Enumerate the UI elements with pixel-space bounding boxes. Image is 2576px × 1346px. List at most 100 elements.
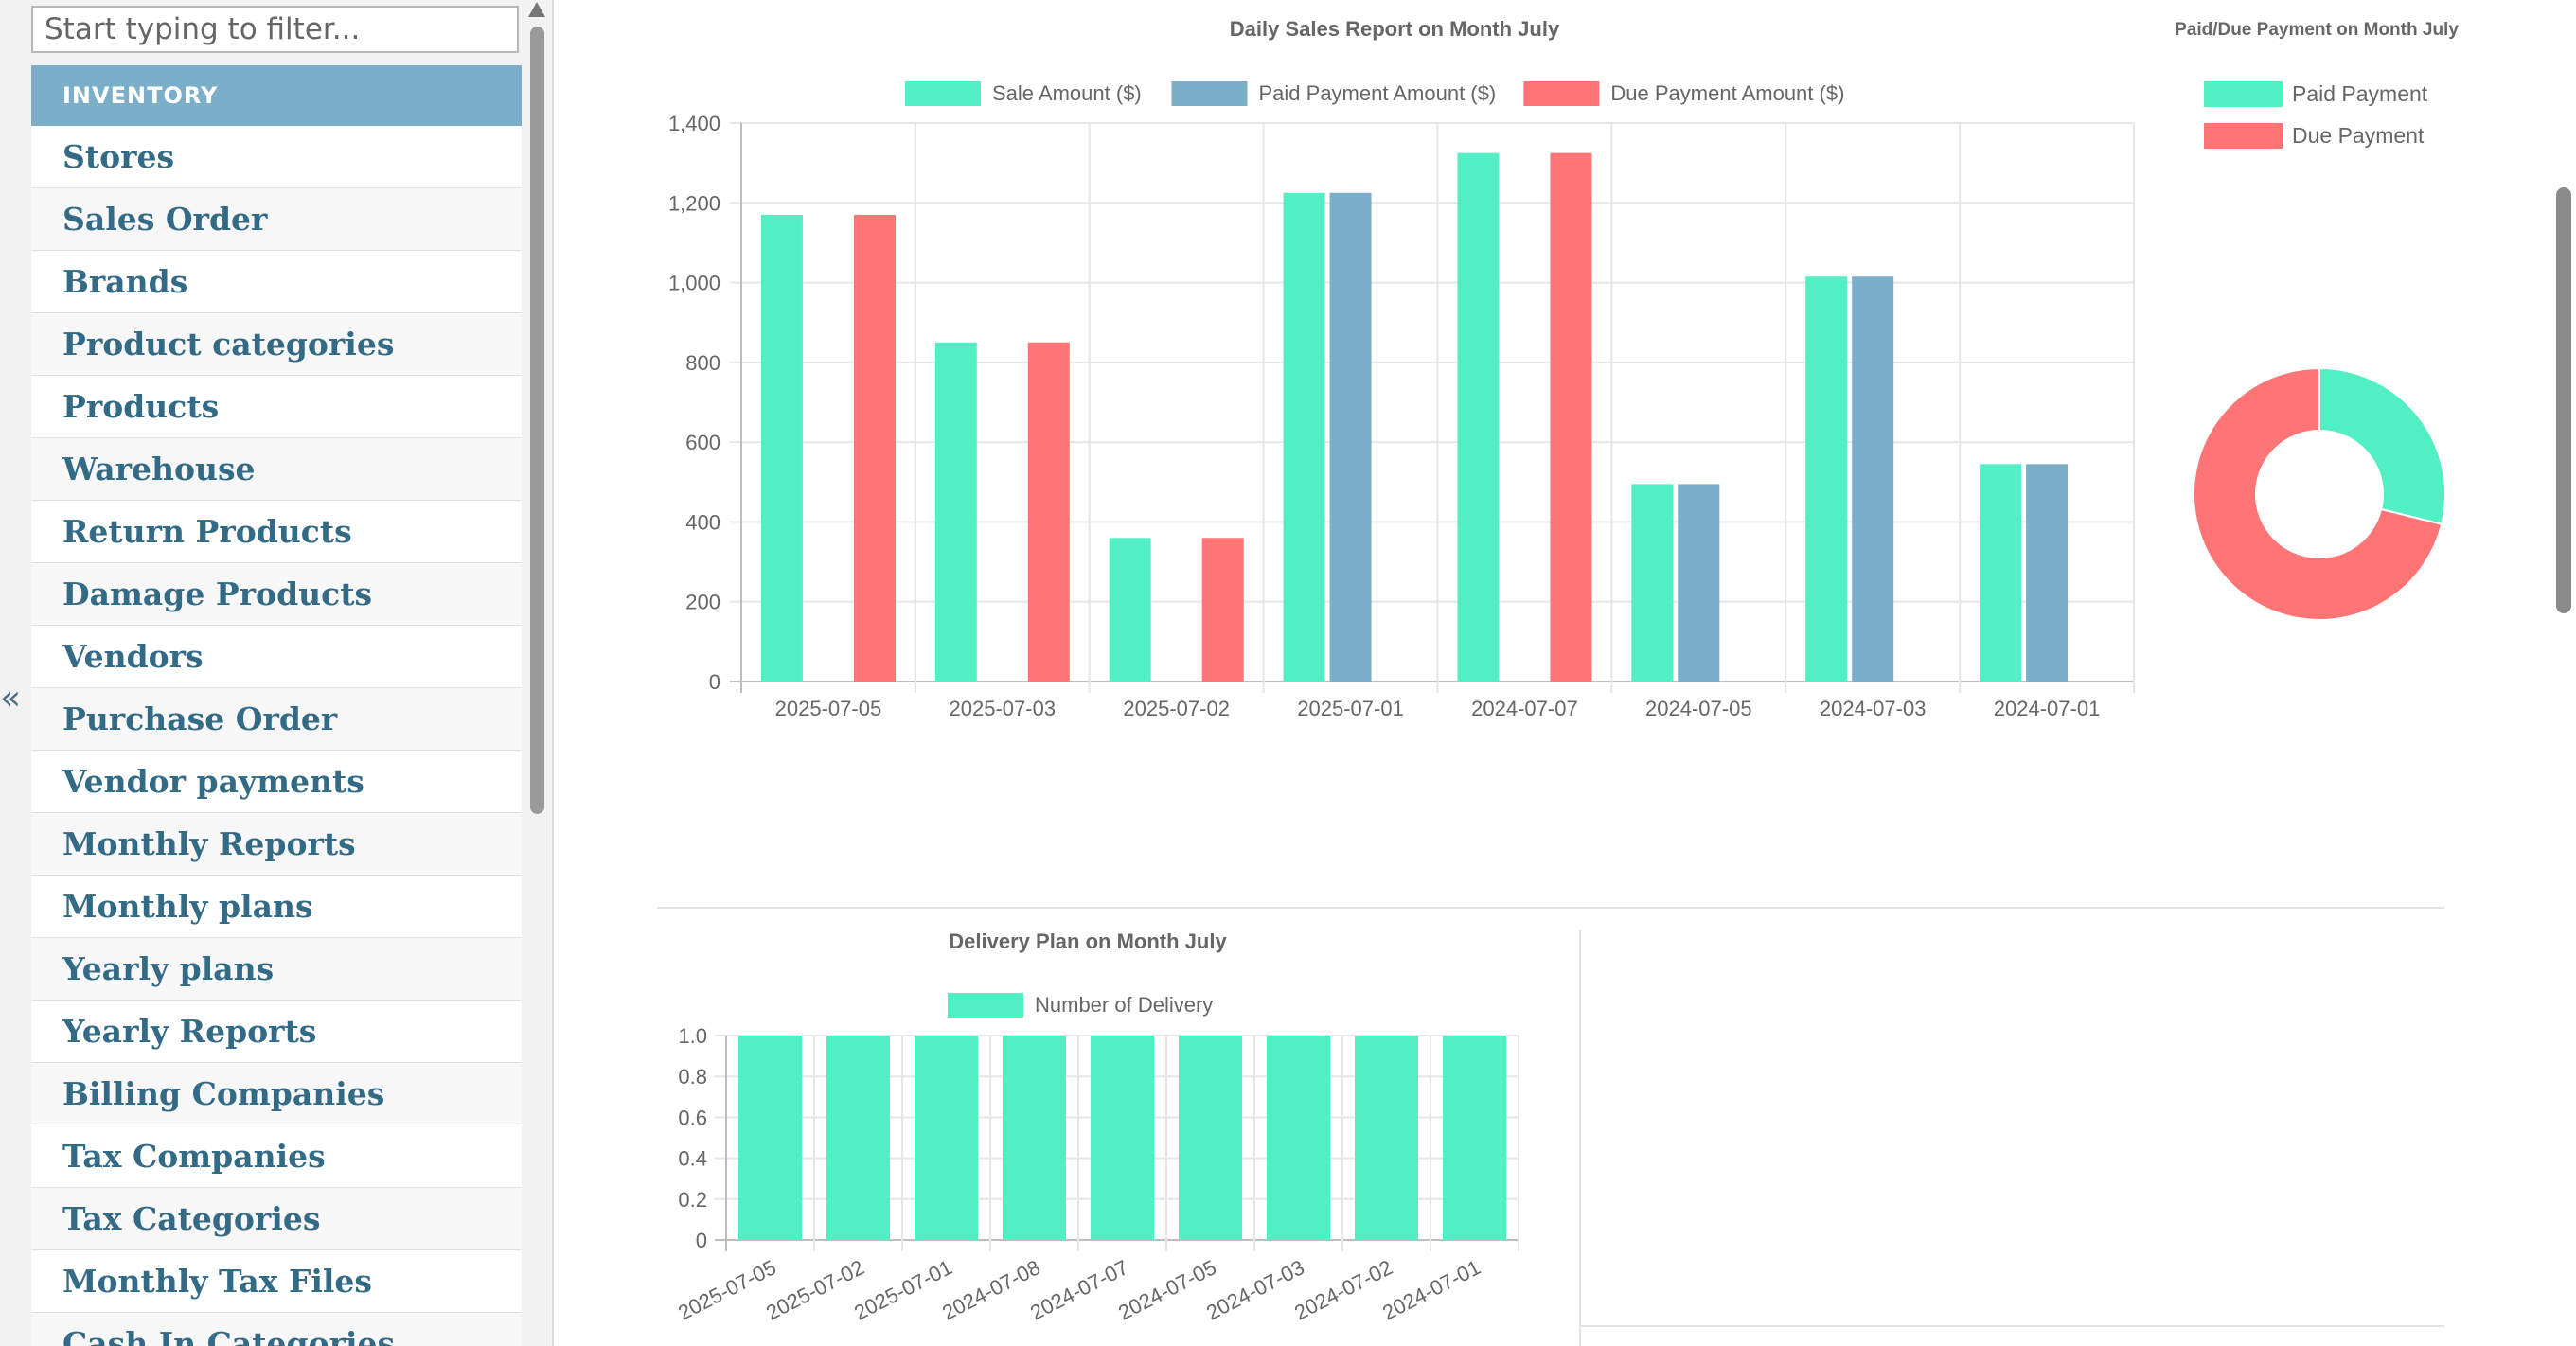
sales-bar-due-payment-amount — [1027, 342, 1070, 682]
delivery-x-tick-label: 2024-07-05 — [1114, 1255, 1220, 1324]
menu-item-monthly-reports[interactable]: Monthly Reports — [31, 813, 522, 876]
panel-divider — [1579, 930, 1581, 1346]
delivery-y-tick-label: 0.8 — [678, 1065, 707, 1089]
delivery-chart-title: Delivery Plan on Month July — [949, 930, 1227, 953]
delivery-bar — [1091, 1036, 1154, 1240]
donut-chart-legend: Paid Payment Due Payment — [2204, 81, 2428, 149]
menu-item-stores[interactable]: Stores — [31, 126, 522, 188]
sales-x-tick-label: 2024-07-05 — [1645, 697, 1752, 720]
sales-x-tick-label: 2024-07-07 — [1471, 697, 1578, 720]
menu-item-tax-companies[interactable]: Tax Companies — [31, 1125, 522, 1188]
sales-chart-x-labels: 2025-07-05 2025-07-03 2025-07-02 2025-07-01… — [775, 697, 2101, 720]
sales-x-tick-label: 2025-07-05 — [775, 697, 882, 720]
delivery-x-tick-label: 2025-07-02 — [762, 1255, 868, 1324]
menu-item-tax-categories[interactable]: Tax Categories — [31, 1188, 522, 1250]
menu-item-yearly-reports[interactable]: Yearly Reports — [31, 1001, 522, 1063]
sidebar-scroll-up-arrow[interactable] — [528, 2, 545, 17]
delivery-bar — [1267, 1036, 1330, 1240]
menu-item-product-categories[interactable]: Product categories — [31, 313, 522, 376]
sales-bar-sale-amount — [934, 342, 977, 682]
delivery-bar — [738, 1036, 802, 1240]
donut-legend-swatch — [2204, 123, 2283, 149]
delivery-bar — [1443, 1036, 1506, 1240]
sales-bar-due-payment-amount — [853, 214, 896, 682]
menu-section-inventory[interactable]: INVENTORY — [31, 65, 522, 126]
sales-bar-paid-payment-amount — [1852, 276, 1894, 682]
donut-legend-label: Due Payment — [2292, 123, 2425, 148]
delivery-bar — [1355, 1036, 1418, 1240]
collapse-sidebar-icon[interactable]: « — [0, 679, 22, 717]
sales-y-tick-label: 1,000 — [668, 272, 720, 295]
sales-bar-sale-amount — [1109, 538, 1151, 682]
sales-legend-label: Paid Payment Amount ($) — [1259, 81, 1497, 105]
sales-y-tick-label: 1,400 — [668, 112, 720, 135]
menu-item-monthly-tax-files[interactable]: Monthly Tax Files — [31, 1250, 522, 1313]
sales-bar-due-payment-amount — [1550, 152, 1592, 682]
menu-item-brands[interactable]: Brands — [31, 251, 522, 313]
delivery-y-tick-label: 0 — [696, 1229, 707, 1252]
sales-legend-label: Sale Amount ($) — [992, 81, 1142, 105]
sales-legend-swatch — [1171, 81, 1248, 106]
menu-item-cash-in-categories[interactable]: Cash In Categories — [31, 1313, 522, 1346]
sales-chart-title: Daily Sales Report on Month July — [1230, 17, 1560, 41]
delivery-y-tick-label: 0.6 — [678, 1106, 707, 1129]
donut-slice-paid-payment — [2318, 366, 2446, 526]
sales-bar-sale-amount — [760, 214, 803, 682]
sales-bar-sale-amount — [1805, 276, 1848, 682]
delivery-chart-x-labels: 2025-07-052025-07-022025-07-012024-07-08… — [674, 1255, 1484, 1324]
menu-item-return-products[interactable]: Return Products — [31, 501, 522, 563]
sales-y-tick-label: 1,200 — [668, 191, 720, 215]
delivery-y-tick-label: 1.0 — [678, 1024, 707, 1048]
sales-y-tick-label: 600 — [685, 431, 720, 454]
menu-filter-input[interactable] — [31, 6, 519, 53]
menu-item-products[interactable]: Products — [31, 376, 522, 438]
section-divider — [657, 907, 2444, 909]
sales-bar-sale-amount — [1980, 464, 2022, 682]
menu-item-purchase-order[interactable]: Purchase Order — [31, 688, 522, 751]
sales-y-tick-label: 400 — [685, 510, 720, 534]
delivery-x-tick-label: 2025-07-05 — [674, 1255, 780, 1324]
sales-x-tick-label: 2024-07-01 — [1994, 697, 2101, 720]
delivery-x-tick-label: 2024-07-01 — [1378, 1255, 1484, 1324]
donut-legend-swatch — [2204, 81, 2283, 107]
sales-y-tick-label: 0 — [709, 670, 720, 694]
menu-item-vendors[interactable]: Vendors — [31, 626, 522, 688]
sales-bar-paid-payment-amount — [2026, 464, 2069, 682]
page-scrollbar-thumb[interactable] — [2556, 187, 2571, 613]
paid-due-donut-chart: Paid/Due Payment on Month July Paid Paym… — [2175, 20, 2459, 621]
delivery-bar — [915, 1036, 978, 1240]
menu-item-warehouse[interactable]: Warehouse — [31, 438, 522, 501]
sales-x-tick-label: 2025-07-03 — [950, 697, 1057, 720]
sidebar-scrollbar-thumb[interactable] — [530, 27, 544, 814]
menu-item-monthly-plans[interactable]: Monthly plans — [31, 876, 522, 938]
sales-chart-bars — [760, 152, 2069, 682]
delivery-x-tick-label: 2024-07-03 — [1202, 1255, 1308, 1324]
delivery-plan-chart: Delivery Plan on Month July Number of De… — [674, 930, 1519, 1325]
donut-chart-title: Paid/Due Payment on Month July — [2175, 20, 2459, 40]
menu-item-billing-companies[interactable]: Billing Companies — [31, 1063, 522, 1125]
sales-y-tick-label: 800 — [685, 351, 720, 375]
menu-item-damage-products[interactable]: Damage Products — [31, 563, 522, 626]
sales-legend-label: Due Payment Amount ($) — [1610, 81, 1844, 105]
menu-item-sales-order[interactable]: Sales Order — [31, 188, 522, 251]
delivery-y-tick-label: 0.2 — [678, 1188, 707, 1212]
delivery-bar — [1003, 1036, 1066, 1240]
sidebar: INVENTORY Stores Sales Order Brands Prod… — [0, 0, 554, 1346]
panel-bottom-divider — [1579, 1325, 2444, 1327]
sales-x-tick-label: 2025-07-01 — [1297, 697, 1404, 720]
menu-item-yearly-plans[interactable]: Yearly plans — [31, 938, 522, 1001]
sales-bar-sale-amount — [1283, 192, 1325, 682]
delivery-x-tick-label: 2024-07-07 — [1026, 1255, 1132, 1324]
delivery-x-tick-label: 2024-07-02 — [1290, 1255, 1396, 1324]
donut-chart-slices — [2193, 366, 2446, 621]
sales-bar-paid-payment-amount — [1678, 484, 1720, 682]
daily-sales-chart: Daily Sales Report on Month July Sale Am… — [668, 17, 2135, 720]
delivery-y-tick-label: 0.4 — [678, 1147, 707, 1171]
delivery-legend-label: Number of Delivery — [1035, 993, 1213, 1017]
delivery-x-tick-label: 2024-07-08 — [938, 1255, 1044, 1324]
donut-slice-due-payment — [2193, 366, 2443, 621]
delivery-bar — [1179, 1036, 1242, 1240]
sales-bar-sale-amount — [1631, 484, 1674, 682]
menu-item-vendor-payments[interactable]: Vendor payments — [31, 751, 522, 813]
